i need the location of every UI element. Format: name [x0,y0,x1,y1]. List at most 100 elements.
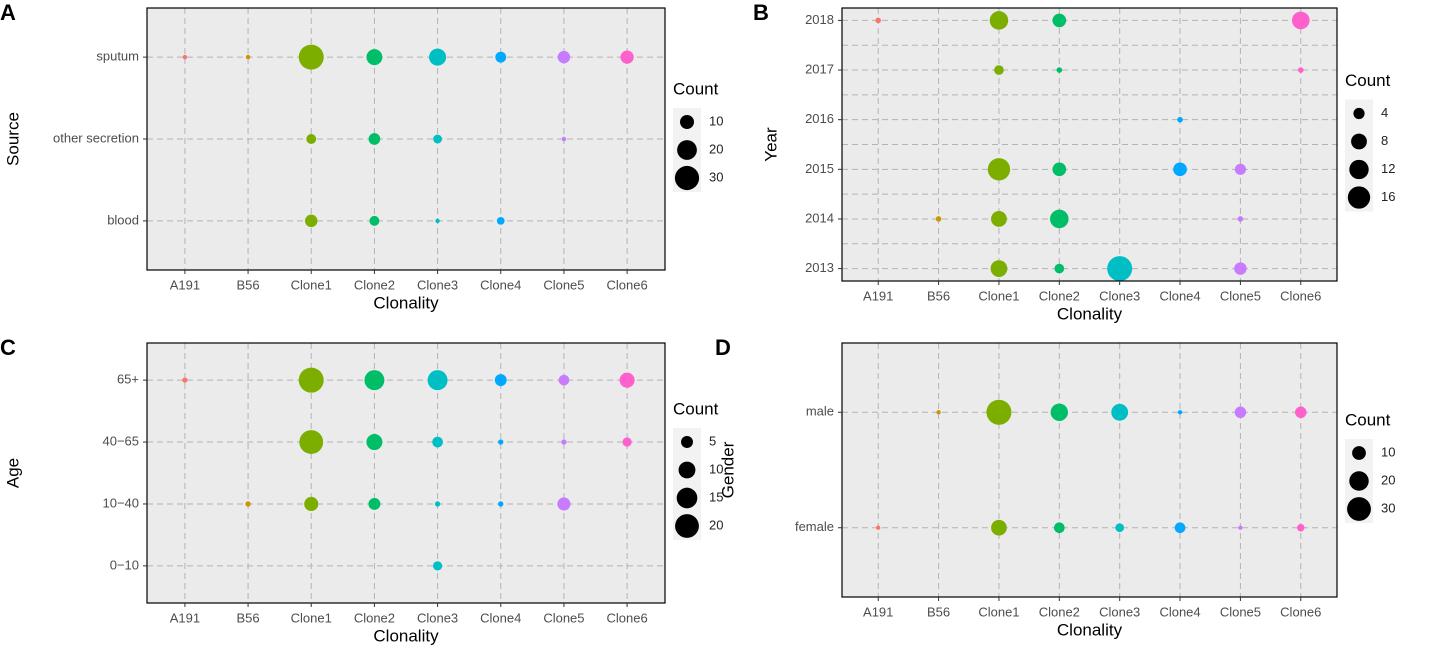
bubble [1237,216,1244,222]
y-tick-label: 2017 [805,61,834,76]
bubble [558,374,570,386]
panel: A191 B56 Clone1 Clone2 Clone3 Clone4 Clone5 Clo… [715,335,1395,640]
legend-label: 10 [1381,444,1395,459]
legend-bubble [1347,497,1371,521]
panel: A191 B56 Clone1 Clone2 Clone3 Clone4 Clone5 Clo… [753,0,1395,323]
bubble [366,434,383,451]
legend-label: 20 [709,517,723,532]
bubble [557,50,571,64]
y-tick-label: blood [107,212,139,227]
bubble [368,497,381,510]
legend-bubble [1352,446,1366,460]
legend-label: 10 [709,461,723,476]
plot-background [842,343,1337,597]
y-axis-title: Gender [718,441,737,498]
bubble [494,374,507,387]
y-tick-label: 65+ [117,372,139,387]
legend-label: 10 [709,113,723,128]
x-tick-label: Clone6 [606,610,647,625]
legend-label: 30 [709,169,723,184]
bubble [935,216,942,222]
x-tick-label: Clone1 [291,610,332,625]
bubble [620,50,634,64]
y-axis-title: Age [3,458,22,488]
legend-label: 5 [709,433,716,448]
x-tick-label: B56 [927,288,950,303]
panel: A191 B56 Clone1 Clone2 Clone3 Clone4 Clone5 Clo… [0,0,723,312]
bubble [1291,11,1310,30]
x-tick-label: Clone3 [417,610,458,625]
legend-title: Count [673,79,719,98]
legend-title: Count [1345,71,1391,90]
x-tick-label: B56 [237,277,260,292]
x-tick-label: A191 [863,604,893,619]
bubble [369,215,380,226]
bubble [498,439,504,445]
x-tick-label: Clone4 [480,610,521,625]
bubble [1054,263,1065,274]
bubble [433,134,443,144]
x-tick-label: Clone3 [417,277,458,292]
legend-label: 4 [1381,105,1388,120]
x-tick-label: B56 [237,610,260,625]
y-tick-label: 2014 [805,210,834,225]
y-tick-label: other secretion [53,130,139,145]
bubble [182,377,188,383]
bubble [429,48,447,66]
bubble [1052,13,1067,28]
bubble [496,217,505,225]
bubble [298,367,324,393]
legend-label: 15 [709,489,723,504]
panel-label: B [753,0,769,25]
legend-label: 30 [1381,500,1395,515]
legend-label: 16 [1381,189,1395,204]
x-tick-label: Clone4 [480,277,521,292]
legend-bubble [1349,471,1369,491]
bubble [989,11,1009,30]
bubble [561,439,567,445]
x-tick-label: Clone1 [978,604,1019,619]
bubble [495,51,507,63]
y-tick-label: sputum [96,49,139,64]
x-tick-label: Clone2 [354,277,395,292]
x-tick-label: Clone1 [291,277,332,292]
legend-bubble [1349,159,1369,180]
x-tick-label: A191 [170,277,200,292]
bubble [298,44,324,70]
bubble [1238,525,1243,530]
x-tick-label: Clone5 [1220,288,1261,303]
y-tick-label: 10−40 [102,495,139,510]
bubble [434,501,441,507]
bubble [1234,406,1247,419]
y-tick-label: female [795,519,834,534]
legend-bubble [675,514,699,538]
x-tick-label: Clone3 [1099,288,1140,303]
bubble [986,399,1012,425]
bubble [619,372,635,388]
y-tick-label: 2013 [805,260,834,275]
bubble [1234,262,1247,275]
bubble [1050,209,1069,229]
bubble [991,211,1007,227]
plot-border [146,342,666,604]
x-tick-label: Clone6 [606,277,647,292]
bubble [1056,67,1063,73]
bubble [1052,162,1067,177]
bubble [245,501,251,507]
bubble [876,525,881,530]
x-tick-label: Clone4 [1159,604,1200,619]
bubble [364,370,385,391]
bubble [366,49,383,66]
y-tick-label: 0−10 [110,557,139,572]
bubble [498,501,504,507]
legend-label: 20 [1381,472,1395,487]
y-tick-label: 2015 [805,161,834,176]
bubble [1050,403,1069,421]
panel: A191 B56 Clone1 Clone2 Clone3 Clone4 Clone5 Clo… [0,335,723,646]
bubble [1174,522,1186,534]
bubble [435,218,440,224]
legend-label: 8 [1381,133,1388,148]
panel-label: C [0,335,16,360]
panel-label: D [715,335,731,360]
